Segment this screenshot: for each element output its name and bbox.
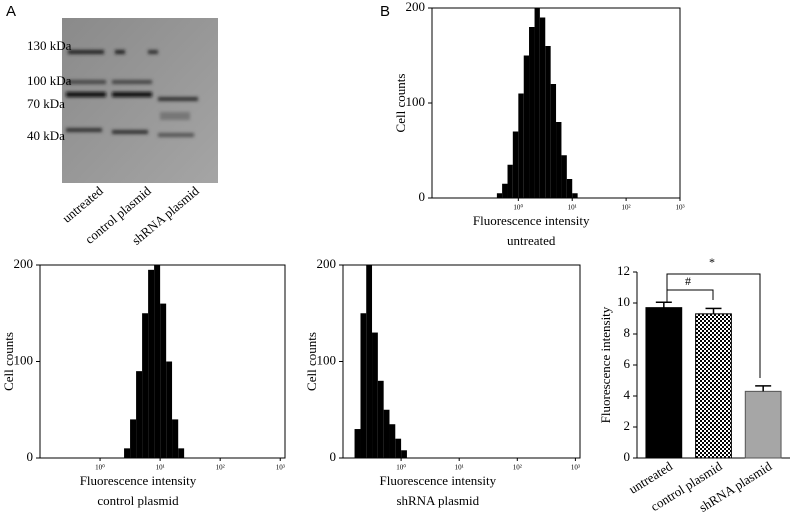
y-tick-label: 200 — [317, 256, 337, 271]
blot-marker: 100 kDa — [27, 73, 72, 88]
blot-marker: 40 kDa — [27, 128, 65, 143]
x-tick-label: 10¹ — [156, 464, 165, 472]
chart-subtitle: untreated — [507, 233, 556, 248]
histogram-bar — [545, 46, 551, 198]
histogram-bar — [360, 313, 367, 458]
histogram-bar — [372, 332, 378, 458]
histogram-bar — [366, 265, 373, 458]
histogram-bar — [529, 27, 535, 198]
panel-label: B — [380, 3, 390, 20]
y-tick-label: 2 — [624, 418, 631, 433]
histogram-bar — [160, 303, 167, 458]
histogram-bar — [496, 193, 503, 198]
panel-label: A — [6, 3, 16, 20]
histogram-bar — [512, 131, 519, 198]
histogram-bar — [572, 193, 578, 198]
y-axis-title: Cell counts — [1, 332, 16, 391]
histogram-bar — [136, 371, 143, 458]
blot-marker: 70 kDa — [27, 96, 65, 111]
y-axis-title: Fluorescence intensity — [598, 306, 613, 423]
x-tick-label: 10² — [513, 464, 522, 472]
y-tick-label: 0 — [330, 449, 337, 464]
annotation: # — [685, 274, 691, 288]
blot-marker: 130 kDa — [27, 38, 72, 53]
histogram-bar — [523, 55, 530, 198]
histogram-bar — [502, 183, 508, 198]
y-tick-label: 100 — [406, 94, 426, 109]
histogram-bar — [172, 419, 179, 458]
bar — [695, 313, 732, 459]
histogram-bar — [166, 361, 173, 458]
y-tick-label: 200 — [406, 0, 426, 14]
y-tick-label: 100 — [317, 352, 337, 367]
histogram-bar — [377, 380, 384, 458]
y-tick-label: 6 — [624, 356, 631, 371]
x-tick-label: 10¹ — [568, 204, 577, 212]
y-tick-label: 10 — [617, 294, 630, 309]
x-tick-label: 10⁰ — [396, 464, 406, 472]
y-tick-label: 100 — [14, 352, 34, 367]
y-tick-label: 0 — [624, 449, 631, 464]
blot-image — [62, 18, 218, 183]
x-tick-label: 10³ — [675, 204, 684, 212]
histogram-bar — [550, 84, 557, 198]
histogram-bar — [539, 17, 546, 198]
x-axis-title: Fluorescence intensity — [473, 213, 590, 228]
x-tick-label: 10³ — [276, 464, 285, 472]
histogram-bar — [561, 155, 567, 198]
histogram-bar — [566, 179, 573, 198]
histogram-bar — [148, 269, 155, 458]
y-tick-label: 0 — [419, 189, 426, 204]
significance-brackets — [666, 273, 761, 378]
histogram-bar — [124, 448, 131, 458]
y-tick-label: 12 — [617, 263, 630, 278]
histogram-bar — [383, 409, 390, 458]
x-tick-label: 10¹ — [455, 464, 464, 472]
x-tick-label: 10² — [216, 464, 225, 472]
histogram-bar — [534, 8, 540, 198]
histogram-bar — [395, 438, 402, 458]
histogram-bar — [130, 419, 137, 458]
chart-subtitle: control plasmid — [97, 493, 179, 508]
histogram-bar — [154, 265, 161, 458]
y-tick-label: 200 — [14, 256, 34, 271]
histogram-bar — [556, 122, 562, 198]
histogram-bar — [518, 93, 524, 198]
y-tick-label: 8 — [624, 325, 631, 340]
x-tick-label: 10⁰ — [513, 204, 523, 212]
x-axis-title: Fluorescence intensity — [379, 473, 496, 488]
chart-subtitle: shRNA plasmid — [396, 493, 479, 508]
x-tick-label: 10² — [622, 204, 631, 212]
histogram-bar — [401, 450, 407, 458]
histogram-bar — [389, 424, 396, 458]
histogram-bar — [354, 429, 361, 458]
histogram-bar — [507, 164, 513, 198]
histogram-bar — [178, 448, 185, 458]
bar — [744, 390, 782, 459]
y-axis-title: Cell counts — [304, 332, 319, 391]
lane-label: untreated — [59, 183, 106, 226]
x-tick-label: 10³ — [571, 464, 580, 472]
x-axis-title: Fluorescence intensity — [80, 473, 197, 488]
histogram-bar — [142, 313, 149, 458]
y-tick-label: 4 — [624, 387, 631, 402]
y-tick-label: 0 — [27, 449, 34, 464]
y-axis-title: Cell counts — [393, 74, 408, 133]
annotation: * — [709, 255, 715, 269]
bar — [645, 307, 683, 459]
x-tick-label: 10⁰ — [95, 464, 105, 472]
